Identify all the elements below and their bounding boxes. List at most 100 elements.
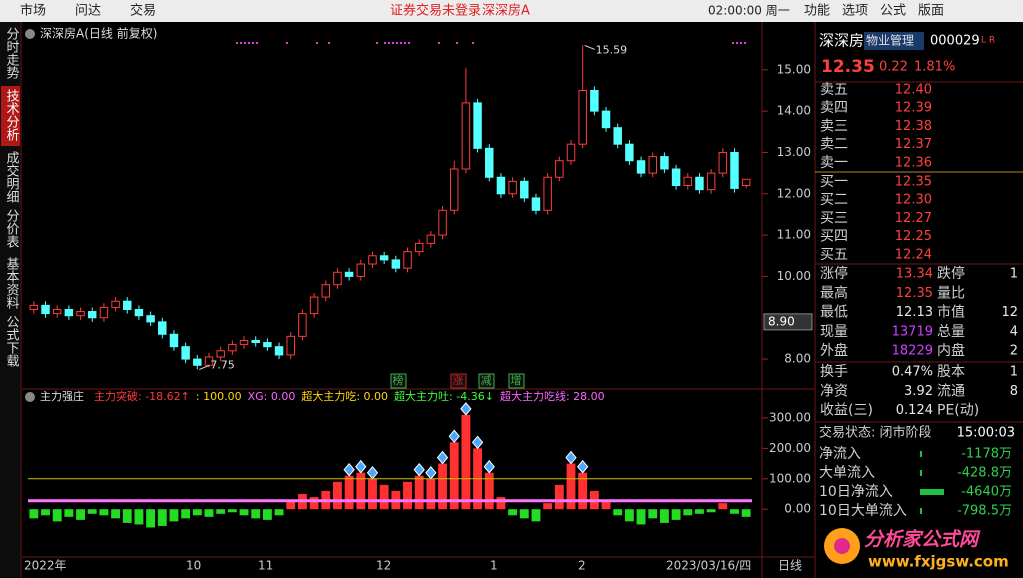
trade-time: 15:00:03 — [957, 426, 1015, 441]
candle-body — [181, 346, 190, 360]
menu-item[interactable]: 版面 — [918, 4, 944, 19]
indicator-title: 主力强庄 — [40, 389, 84, 403]
stat-value: 13.34 — [896, 267, 933, 282]
bar — [613, 509, 623, 516]
candle-body — [496, 176, 506, 195]
bar — [29, 509, 39, 519]
candle-body — [134, 308, 144, 317]
flow-value: -1178万 — [961, 447, 1012, 462]
menu-item[interactable]: 公式 — [880, 4, 906, 19]
stat-label: 跌停 — [937, 265, 965, 282]
arrow — [199, 364, 210, 370]
y-tick-label: 300.00 — [769, 410, 811, 424]
candle-body — [543, 176, 552, 211]
candle-body — [636, 160, 646, 174]
signal-dot — [732, 42, 734, 44]
candle-body — [601, 110, 611, 129]
gem-icon — [448, 429, 460, 444]
y-tick-label: 8.00 — [784, 352, 811, 366]
bar — [192, 509, 202, 516]
order-price: 12.30 — [895, 193, 932, 208]
candle-body — [87, 311, 97, 319]
signal-dot — [472, 42, 474, 44]
candle-body — [76, 311, 85, 317]
candle-body — [508, 180, 517, 195]
logo-name: 分析家公式网 — [864, 529, 981, 551]
tab-active — [1, 86, 20, 146]
bar — [309, 497, 319, 510]
y-tick-label: 13.00 — [777, 145, 811, 159]
stat-label: 量比 — [937, 285, 965, 301]
tab[interactable]: 分时走势 — [4, 27, 20, 80]
bar — [134, 509, 144, 525]
bar — [531, 509, 541, 522]
candle-body — [193, 358, 202, 366]
stat-value: 2 — [1010, 344, 1018, 359]
stat-label: 流通 — [937, 383, 965, 399]
stat-value: 1 — [1010, 365, 1018, 380]
bar — [718, 503, 728, 510]
menu-item[interactable]: 选项 — [842, 4, 868, 19]
min-label: 7.75 — [210, 358, 235, 371]
signal-dot — [248, 42, 250, 44]
candle-body — [64, 308, 74, 317]
bar — [461, 414, 471, 510]
tab[interactable]: 分价表 — [4, 209, 20, 248]
bar — [566, 463, 576, 510]
x-tick-label: 2022年 — [24, 559, 67, 573]
bar — [706, 509, 716, 513]
signal-dot — [316, 42, 318, 44]
candle-body — [531, 197, 541, 211]
indicator-legend: XG: 0.00 — [248, 390, 296, 403]
bar — [438, 463, 447, 510]
indicator-legend: : 100.00 — [196, 390, 242, 403]
arrow — [584, 44, 595, 50]
signal-dot — [252, 42, 254, 44]
menu-item[interactable]: 问达 — [75, 4, 101, 19]
tab[interactable]: 技术分析 — [4, 89, 20, 141]
order-label: 买五 — [820, 247, 848, 263]
candle-body — [111, 300, 120, 308]
y-tick-label: 11.00 — [777, 228, 811, 242]
candle-body — [344, 271, 354, 277]
candle-body — [590, 89, 599, 112]
candle-body — [718, 151, 728, 174]
menu-item[interactable]: 功能 — [804, 4, 830, 19]
x-tick-label: 10 — [186, 559, 201, 573]
chart-title-icon — [25, 29, 35, 39]
tab[interactable]: 基本资料 — [4, 257, 20, 309]
bar — [484, 472, 494, 510]
candle-body — [146, 315, 155, 323]
order-price: 12.39 — [895, 101, 932, 116]
candle-body — [449, 168, 459, 211]
bar — [146, 509, 156, 528]
bar — [239, 509, 249, 516]
logo-icon — [834, 538, 850, 554]
signal-dot — [396, 42, 398, 44]
bar — [695, 509, 704, 514]
tab[interactable]: 公式下载 — [4, 315, 20, 368]
menu-item[interactable]: 交易 — [130, 3, 156, 19]
menu-stock: 深深房A — [482, 3, 530, 19]
stock-code: 000029 — [930, 34, 980, 49]
stock-flag: L R — [981, 36, 995, 46]
candle-body — [356, 263, 366, 277]
max-label: 15.59 — [596, 43, 628, 56]
candle-body — [158, 321, 167, 335]
bar — [274, 509, 284, 516]
signal-dot — [404, 42, 406, 44]
candle-body — [461, 102, 471, 170]
stat-label: 净资 — [820, 383, 848, 399]
tab[interactable]: 成交明细 — [4, 151, 20, 203]
cursor-box — [763, 313, 813, 331]
gem-icon — [436, 450, 449, 465]
stat-label: 股本 — [937, 364, 965, 380]
candle-body — [660, 156, 669, 170]
stat-label: 内盘 — [937, 342, 965, 359]
menu-item[interactable]: 市场 — [20, 3, 46, 19]
bar — [648, 509, 658, 519]
bar — [87, 509, 97, 514]
flow-bar — [920, 470, 922, 476]
order-label: 卖五 — [820, 82, 848, 98]
signal-dot — [408, 42, 410, 44]
